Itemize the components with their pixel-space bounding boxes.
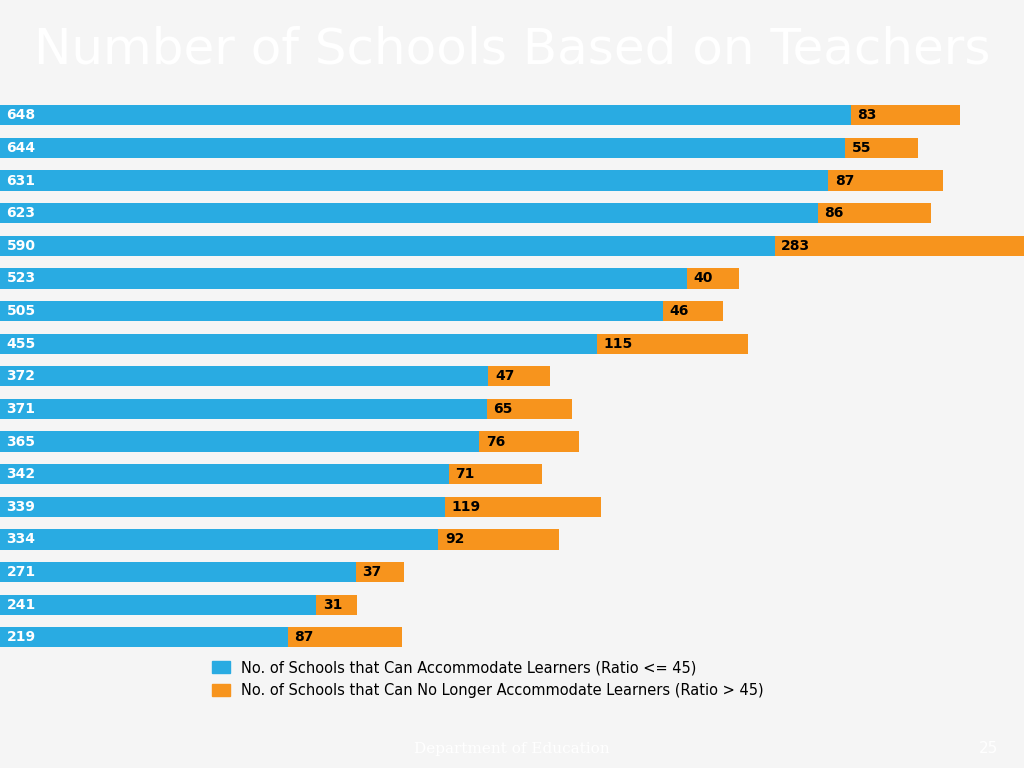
Bar xyxy=(0,432,479,452)
Text: 71: 71 xyxy=(456,467,475,482)
Text: 37: 37 xyxy=(362,565,382,579)
Text: Department of Education: Department of Education xyxy=(414,742,610,756)
Text: 83: 83 xyxy=(857,108,877,122)
Text: 271: 271 xyxy=(6,565,36,579)
Text: 505: 505 xyxy=(6,304,36,318)
Text: 65: 65 xyxy=(494,402,513,416)
Text: 87: 87 xyxy=(294,631,313,644)
Bar xyxy=(597,333,749,354)
Bar xyxy=(0,138,846,158)
Bar xyxy=(0,594,316,614)
Text: 46: 46 xyxy=(670,304,689,318)
Bar xyxy=(355,562,404,582)
Bar xyxy=(0,170,828,190)
Bar xyxy=(663,301,723,321)
Bar xyxy=(316,594,357,614)
Bar xyxy=(445,497,601,517)
Bar xyxy=(0,301,663,321)
Bar xyxy=(449,464,542,485)
Text: 241: 241 xyxy=(6,598,36,611)
Text: 523: 523 xyxy=(6,271,36,286)
Bar xyxy=(488,366,550,386)
Text: 283: 283 xyxy=(781,239,810,253)
Bar xyxy=(0,627,288,647)
Text: 623: 623 xyxy=(6,207,36,220)
Text: 119: 119 xyxy=(452,500,480,514)
Bar xyxy=(0,529,438,550)
Text: 590: 590 xyxy=(6,239,36,253)
Legend: No. of Schools that Can Accommodate Learners (Ratio <= 45), No. of Schools that : No. of Schools that Can Accommodate Lear… xyxy=(212,660,764,698)
Bar xyxy=(846,138,918,158)
Bar xyxy=(0,268,687,289)
Bar xyxy=(0,333,597,354)
Text: 55: 55 xyxy=(852,141,871,155)
Text: 339: 339 xyxy=(6,500,36,514)
Bar xyxy=(479,432,579,452)
Bar xyxy=(0,366,488,386)
Text: 92: 92 xyxy=(445,532,465,546)
Bar xyxy=(0,464,449,485)
Text: 372: 372 xyxy=(6,369,36,383)
Bar xyxy=(818,203,931,223)
Bar xyxy=(0,203,818,223)
Bar xyxy=(0,497,445,517)
Text: 25: 25 xyxy=(979,741,998,756)
Bar xyxy=(828,170,943,190)
Text: 87: 87 xyxy=(835,174,854,187)
Bar xyxy=(687,268,739,289)
Text: 365: 365 xyxy=(6,435,36,449)
Text: 86: 86 xyxy=(824,207,844,220)
Text: 40: 40 xyxy=(693,271,713,286)
Bar xyxy=(0,399,487,419)
Bar xyxy=(0,105,851,125)
Text: 631: 631 xyxy=(6,174,36,187)
Text: 342: 342 xyxy=(6,467,36,482)
Bar xyxy=(288,627,401,647)
Text: 371: 371 xyxy=(6,402,36,416)
Bar xyxy=(0,236,774,256)
Bar xyxy=(438,529,559,550)
Text: 115: 115 xyxy=(604,336,633,351)
Bar xyxy=(487,399,572,419)
Text: 455: 455 xyxy=(6,336,36,351)
Text: 219: 219 xyxy=(6,631,36,644)
Text: 644: 644 xyxy=(6,141,36,155)
Text: 31: 31 xyxy=(323,598,342,611)
Text: 47: 47 xyxy=(495,369,514,383)
Bar xyxy=(774,236,1024,256)
Text: 648: 648 xyxy=(6,108,36,122)
Text: 334: 334 xyxy=(6,532,36,546)
Bar xyxy=(851,105,959,125)
Bar xyxy=(0,562,355,582)
Text: 76: 76 xyxy=(485,435,505,449)
Text: Number of Schools Based on Teachers: Number of Schools Based on Teachers xyxy=(34,26,990,74)
